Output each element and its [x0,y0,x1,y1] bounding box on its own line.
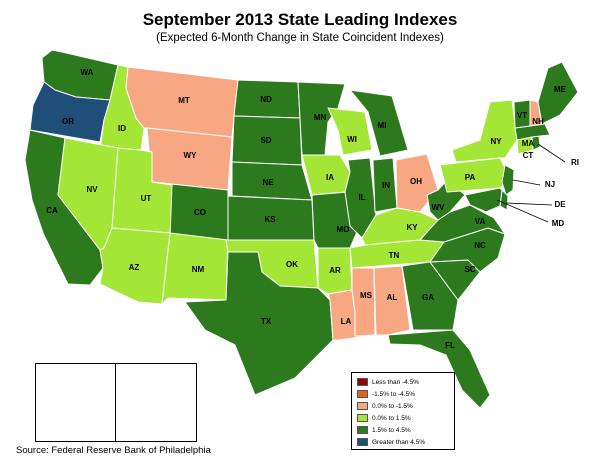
legend-swatch [357,378,368,386]
state-label-nv: NV [86,185,98,194]
state-nm [161,232,229,305]
state-wi [327,107,373,156]
state-label-ga: GA [422,293,434,302]
state-label-mo: MO [337,225,350,234]
state-al [373,265,411,336]
state-label-vt: VT [517,111,527,120]
state-label-ms: MS [360,291,373,300]
legend-swatch [357,414,368,422]
state-label-la: LA [341,317,352,326]
state-ga [401,261,459,331]
state-label-de: DE [554,200,566,209]
state-label-in: IN [382,181,390,190]
state-label-wv: WV [432,203,446,212]
state-label-co: CO [194,208,206,217]
leader-line [537,143,566,163]
legend-label: 1.5% to 4.5% [372,426,411,434]
legend-swatch [357,438,368,446]
state-me [537,61,579,125]
map-title: September 2013 State Leading Indexes [142,10,458,29]
hawaii-inset [115,363,197,442]
legend-label: 0.0% to 1.5% [372,414,411,422]
legend-item: Less than -4.5% [357,376,454,388]
state-label-wi: WI [347,135,357,144]
state-label-ar: AR [329,266,341,275]
state-ny [451,99,518,163]
state-ms [351,267,376,337]
state-label-il: IL [358,193,365,202]
state-label-oh: OH [410,177,422,186]
legend-label: Greater than 4.5% [372,438,426,446]
state-tx [184,251,334,396]
state-nj [501,164,515,196]
state-label-ri: RI [571,158,579,167]
state-label-ky: KY [406,223,418,232]
state-il [344,157,377,239]
state-label-az: AZ [129,263,140,272]
state-label-tn: TN [389,251,400,260]
legend-swatch [357,426,368,434]
state-label-al: AL [387,293,398,302]
leader-line [496,199,549,223]
state-label-ia: IA [326,173,334,182]
state-label-md: MD [552,219,565,228]
source-note: Source: Federal Reserve Bank of Philadel… [16,445,211,456]
state-label-nd: ND [260,95,272,104]
legend-swatch [357,402,368,410]
map-subtitle: (Expected 6-Month Change in State Coinci… [156,32,444,44]
state-label-ca: CA [46,206,58,215]
state-fl [387,329,491,409]
state-label-nc: NC [474,241,486,250]
legend-item: 0.0% to -1.5% [357,400,454,412]
state-label-id: ID [118,124,126,133]
state-label-nm: NM [192,265,205,274]
state-label-sc: SC [464,265,475,274]
state-label-va: VA [475,217,486,226]
state-label-nj: NJ [545,180,555,189]
legend-item: Greater than 4.5% [357,436,454,448]
state-ma [514,123,551,141]
state-label-ma: MA [522,139,535,148]
state-label-nh: NH [532,117,544,126]
state-label-sd: SD [260,136,271,145]
alaska-inset [35,363,117,442]
legend-label: -1.5% to -4.5% [372,390,415,398]
legend-item: 1.5% to 4.5% [357,424,454,436]
state-label-ut: UT [141,194,152,203]
state-label-ny: NY [490,137,502,146]
state-label-ct: CT [523,151,534,160]
state-label-or: OR [62,117,74,126]
legend-swatch [357,390,368,398]
state-label-fl: FL [445,341,455,350]
legend-label: Less than -4.5% [372,378,419,386]
state-label-mn: MN [314,113,327,122]
state-vt [513,99,531,129]
state-md [464,187,503,213]
state-label-mt: MT [178,96,190,105]
state-label-wa: WA [81,68,94,77]
state-label-mi: MI [378,121,387,130]
state-label-me: ME [554,85,567,94]
legend-label: 0.0% to -1.5% [372,402,413,410]
state-label-wy: WY [184,151,198,160]
leader-line [512,179,541,186]
state-label-ks: KS [264,215,276,224]
state-label-ok: OK [286,260,298,269]
state-label-ne: NE [262,178,274,187]
state-mi [349,89,409,157]
legend-item: -1.5% to -4.5% [357,388,454,400]
state-label-pa: PA [465,173,476,182]
legend-item: 0.0% to 1.5% [357,412,454,424]
legend: Less than -4.5% -1.5% to -4.5% 0.0% to -1.… [351,372,455,450]
state-label-tx: TX [261,317,272,326]
leader-line [505,202,553,206]
